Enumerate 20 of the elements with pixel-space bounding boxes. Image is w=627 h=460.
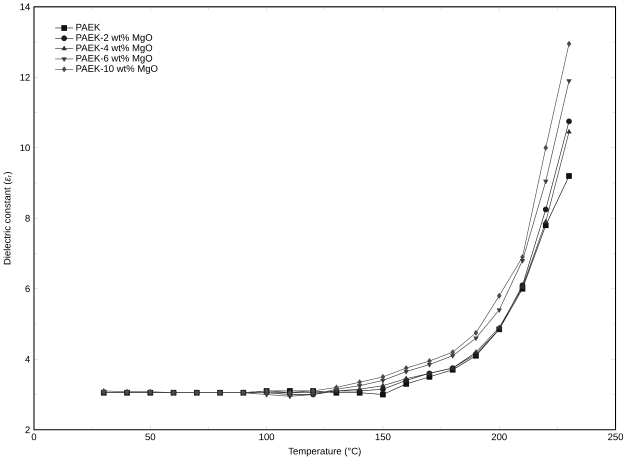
- y-tick-label: 10: [20, 144, 30, 152]
- x-tick-label: 150: [376, 434, 390, 440]
- x-tick-label: 50: [145, 434, 156, 440]
- x-tick-label: 100: [259, 434, 274, 440]
- legend-label: PAEK-4 wt% MgO: [76, 44, 152, 54]
- x-tick-label: 250: [608, 434, 624, 440]
- y-tick-label: 14: [20, 4, 30, 10]
- x-tick-label: 200: [492, 434, 507, 440]
- legend-label: PAEK-6 wt% MgO: [76, 54, 152, 64]
- legend-label: PAEK-2 wt% MgO: [76, 34, 152, 43]
- legend-label: PAEK: [76, 24, 100, 31]
- y-tick-label: 12: [20, 74, 30, 81]
- x-tick-label: 0: [32, 434, 36, 440]
- y-tick-label: 8: [25, 214, 30, 222]
- y-tick-label: 6: [25, 285, 30, 292]
- y-axis-title: Dielectric constant (ε$_{r}$): [4, 172, 12, 264]
- legend-label: PAEK-10 wt% MgO: [76, 65, 158, 74]
- y-tick-label: 4: [25, 356, 30, 363]
- y-tick-label: 2: [25, 426, 30, 434]
- x-axis-title: Temperature (°C): [288, 448, 361, 456]
